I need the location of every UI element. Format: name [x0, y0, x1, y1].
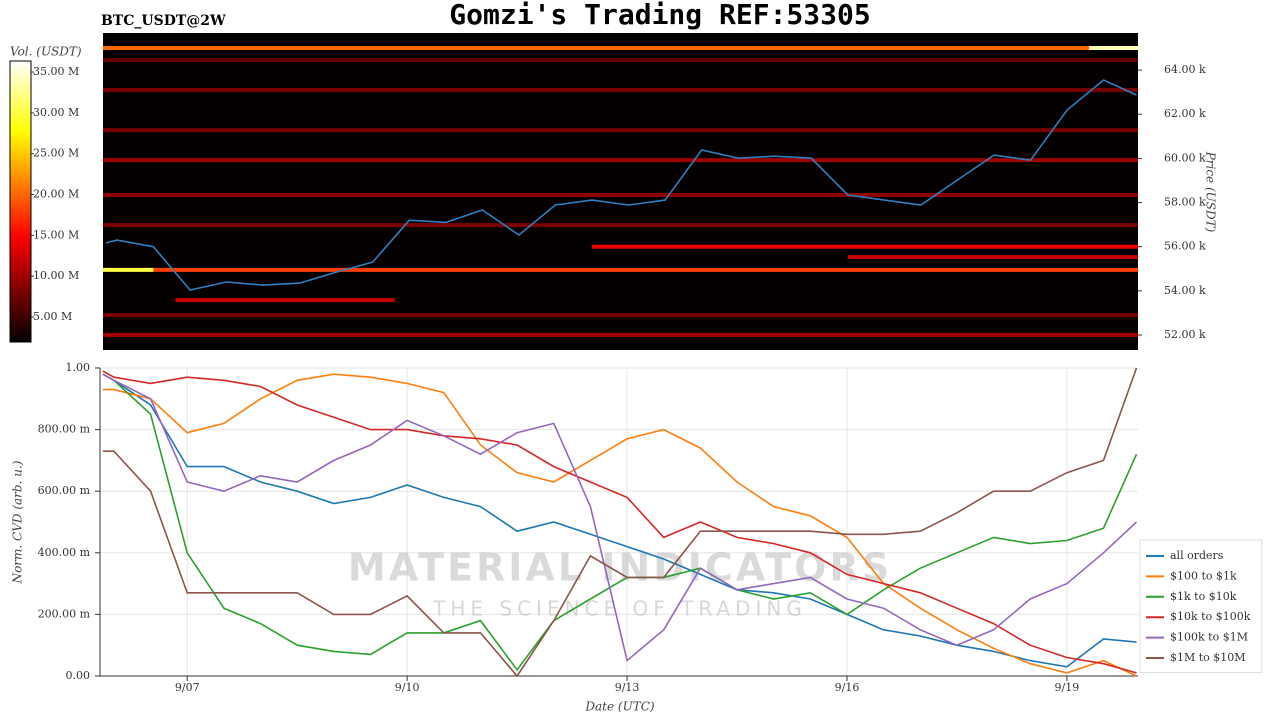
- colorbar-tick-label: 10.00 M: [33, 269, 79, 282]
- cvd-line: [102, 370, 1137, 674]
- colorbar-tick-label: 25.00 M: [33, 147, 79, 160]
- x-tick-label: 9/07: [175, 681, 200, 694]
- y-tick-label: 54.00 k: [1164, 284, 1206, 297]
- legend: [1139, 539, 1263, 673]
- liquidity-band: [103, 313, 1138, 318]
- liquidity-band: [103, 193, 1138, 198]
- y-tick-label: 800.00 m: [38, 423, 91, 436]
- colorbar-tick-label: 20.00 M: [33, 188, 79, 201]
- price-line: [105, 79, 1137, 291]
- y-tick-label: 62.00 k: [1164, 107, 1206, 120]
- cvd-line: [102, 373, 1138, 663]
- cvd-line: [102, 367, 1138, 678]
- colorbar-tick-label: 15.00 M: [33, 228, 79, 241]
- y-tick-label: 1.00: [66, 361, 91, 374]
- liquidity-band: [847, 255, 1138, 260]
- y-tick-label: 64.00 k: [1164, 63, 1206, 76]
- liquidity-band: [591, 244, 1138, 249]
- x-tick-label: 9/10: [395, 681, 420, 694]
- colorbar-label: Vol. (USDT): [10, 45, 82, 59]
- legend-label: $100k to $1M: [1170, 631, 1248, 644]
- y-tick-label: 60.00 k: [1164, 151, 1206, 164]
- legend-label: all orders: [1170, 549, 1224, 562]
- y-tick-label: 400.00 m: [38, 546, 91, 559]
- x-axis-label: Date (UTC): [584, 700, 654, 714]
- liquidity-band: [103, 223, 1138, 228]
- y-axis-label: Price (USDT): [1204, 151, 1218, 233]
- cvd-line: [102, 373, 1137, 668]
- page-title: Gomzi's Trading REF:53305: [449, 0, 870, 31]
- watermark: MATERIAL INDICATORS THE SCIENCE OF TRADI…: [348, 546, 889, 621]
- liquidity-band: [1089, 46, 1138, 51]
- chart-title: BTC_USDT@2W: [101, 13, 226, 29]
- legend-label: $1M to $10M: [1170, 651, 1246, 664]
- legend-label: $10k to $100k: [1170, 610, 1251, 623]
- liquidity-band: [103, 87, 1138, 92]
- x-tick-label: 9/16: [835, 681, 860, 694]
- y-tick-label: 58.00 k: [1164, 196, 1206, 209]
- cvd-line: [102, 373, 1138, 672]
- y-tick-label: 56.00 k: [1164, 240, 1206, 253]
- liquidity-band: [103, 128, 1138, 133]
- watermark-subtitle: THE SCIENCE OF TRADING: [432, 597, 807, 621]
- colorbar-tick-label: 35.00 M: [33, 65, 79, 78]
- x-tick-label: 9/19: [1055, 681, 1080, 694]
- colorbar: [9, 60, 32, 343]
- cvd-line: [102, 373, 1137, 677]
- heatmap-background: [103, 33, 1138, 350]
- y-axis-label: Norm. CVD (arb. u.): [11, 460, 25, 584]
- liquidity-band: [153, 267, 1138, 272]
- y-tick-label: 600.00 m: [38, 484, 91, 497]
- liquidity-band: [103, 267, 154, 272]
- colorbar-tick-label: 5.00 M: [33, 310, 72, 323]
- liquidity-band: [175, 298, 395, 303]
- colorbar-tick-label: 30.00 M: [33, 106, 79, 119]
- liquidity-band: [103, 58, 1138, 63]
- legend-label: $100 to $1k: [1170, 569, 1237, 582]
- x-tick-label: 9/13: [615, 681, 640, 694]
- legend-label: $1k to $10k: [1170, 590, 1237, 603]
- y-tick-label: 52.00 k: [1164, 328, 1206, 341]
- y-tick-label: 200.00 m: [38, 607, 91, 620]
- liquidity-band: [103, 332, 1138, 337]
- liquidity-band: [103, 158, 1138, 163]
- liquidity-band: [103, 46, 1090, 51]
- y-tick-label: 0.00: [66, 669, 91, 682]
